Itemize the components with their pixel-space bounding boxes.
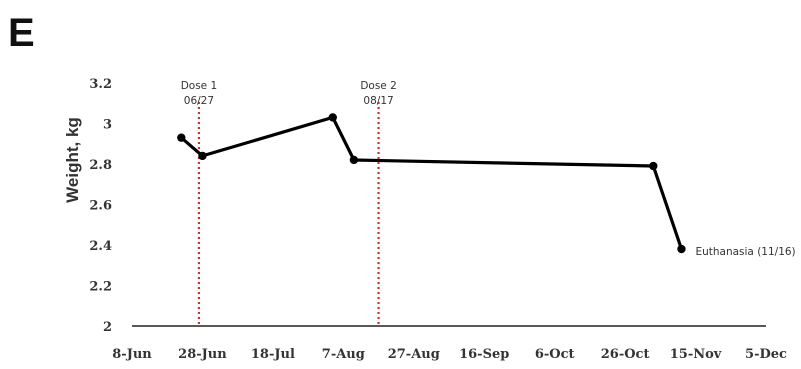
weight-data-point xyxy=(177,133,186,142)
y-tick-label: 3.2 xyxy=(89,77,112,92)
y-tick-label: 2.4 xyxy=(89,239,112,254)
panel-label: E xyxy=(8,11,35,55)
y-tick-label: 2.8 xyxy=(89,158,112,173)
euthanasia-annotation: Euthanasia (11/16) xyxy=(695,246,795,258)
x-tick-label: 18-Jul xyxy=(251,347,295,362)
x-tick-label: 15-Nov xyxy=(670,347,722,362)
dose-date-label: 08/17 xyxy=(363,95,393,107)
weight-data-point xyxy=(649,161,658,171)
weight-data-point xyxy=(349,155,359,165)
x-tick-label: 28-Jun xyxy=(178,347,227,362)
x-tick-label: 6-Oct xyxy=(535,347,575,362)
x-tick-label: 27-Aug xyxy=(388,347,440,362)
dose-label: Dose 1 xyxy=(181,80,217,92)
x-tick-label: 8-Jun xyxy=(112,347,152,362)
weight-data-point xyxy=(677,244,686,254)
y-tick-label: 2.6 xyxy=(89,199,112,214)
dose-date-label: 06/27 xyxy=(184,95,214,107)
weight-data-point xyxy=(198,151,207,161)
y-axis-label: Weight, kg xyxy=(63,117,82,203)
x-tick-label: 26-Oct xyxy=(601,347,650,362)
x-tick-label: 16-Sep xyxy=(459,347,509,362)
weight-series-line xyxy=(180,115,684,250)
x-tick-label: 5-Dec xyxy=(745,347,787,362)
y-tick-label: 2.2 xyxy=(89,280,112,295)
y-tick-label: 3 xyxy=(103,118,112,133)
x-tick-label: 7-Aug xyxy=(322,347,365,362)
weight-data-point xyxy=(328,113,337,122)
dose-label: Dose 2 xyxy=(360,80,396,92)
y-tick-label: 2 xyxy=(103,320,112,335)
